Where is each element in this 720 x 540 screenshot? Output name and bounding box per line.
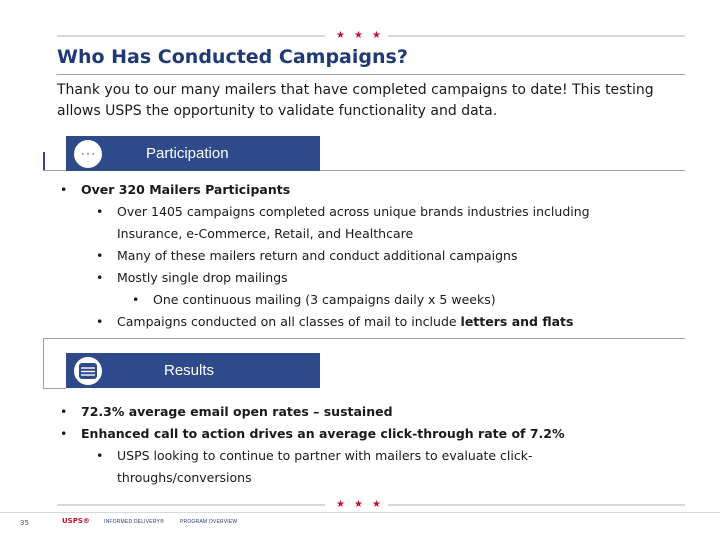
bullet-marker: •: [132, 292, 140, 307]
participation-right-border: [320, 170, 685, 171]
list-item-text: Enhanced call to action drives an averag…: [81, 426, 565, 441]
star-icon: ★: [336, 499, 345, 510]
participation-left-border: [43, 152, 45, 170]
list-item-text: Over 320 Mailers Participants: [81, 182, 291, 197]
list-item-text: One continuous mailing (3 campaigns dail…: [153, 292, 496, 307]
star-icon: ★: [336, 30, 345, 41]
page-number: 35: [20, 519, 29, 527]
footer-section: PROGRAM OVERVIEW: [180, 519, 238, 525]
bullet-marker: •: [96, 448, 104, 463]
results-bottom-left: [43, 388, 66, 389]
list-item-text: USPS looking to continue to partner with…: [117, 448, 533, 463]
results-left-border: [43, 338, 44, 388]
list-item-text: Insurance, e-Commerce, Retail, and Healt…: [117, 226, 414, 241]
bullet-marker: •: [96, 248, 104, 263]
star-icon: ★: [372, 499, 381, 510]
participation-header: Participation: [66, 136, 320, 171]
intro-paragraph: Thank you to our many mailers that have …: [57, 82, 654, 119]
star-icon: ★: [354, 499, 363, 510]
list-item-bold-text: letters and flats: [460, 314, 574, 329]
participation-heading: Participation: [146, 145, 229, 162]
list-item-text: Over 1405 campaigns completed across uni…: [117, 204, 590, 219]
top-rule-right: [388, 35, 685, 37]
list-item-text: Many of these mailers return and conduct…: [117, 248, 518, 263]
bottom-rule-right: [388, 504, 685, 506]
bullet-marker: •: [96, 270, 104, 285]
star-icon: ★: [354, 30, 363, 41]
bullet-marker: •: [60, 404, 68, 419]
list-item-text: Campaigns conducted on all classes of ma…: [117, 314, 574, 329]
top-rule-left: [57, 35, 325, 37]
usps-logo: USPS®: [62, 517, 90, 525]
list-item-text: throughs/conversions: [117, 470, 252, 485]
results-header: Results: [66, 353, 320, 388]
results-heading: Results: [164, 362, 215, 379]
page-title: Who Has Conducted Campaigns?: [57, 46, 408, 68]
star-icon: ★: [372, 30, 381, 41]
bullet-marker: •: [60, 182, 68, 197]
bullet-marker: •: [96, 314, 104, 329]
results-icon: [72, 355, 104, 387]
participation-icon: [72, 138, 104, 170]
list-item-text: Mostly single drop mailings: [117, 270, 288, 285]
bullet-marker: •: [96, 204, 104, 219]
footer-program: INFORMED DELIVERY®: [104, 519, 164, 525]
results-top-border: [43, 338, 685, 339]
list-item-text: 72.3% average email open rates – sustain…: [81, 404, 393, 419]
footer-divider: [0, 512, 720, 513]
bullet-marker: •: [60, 426, 68, 441]
participation-bottom-left: [43, 170, 66, 171]
title-underline: [57, 74, 685, 75]
bottom-rule-left: [57, 504, 325, 506]
